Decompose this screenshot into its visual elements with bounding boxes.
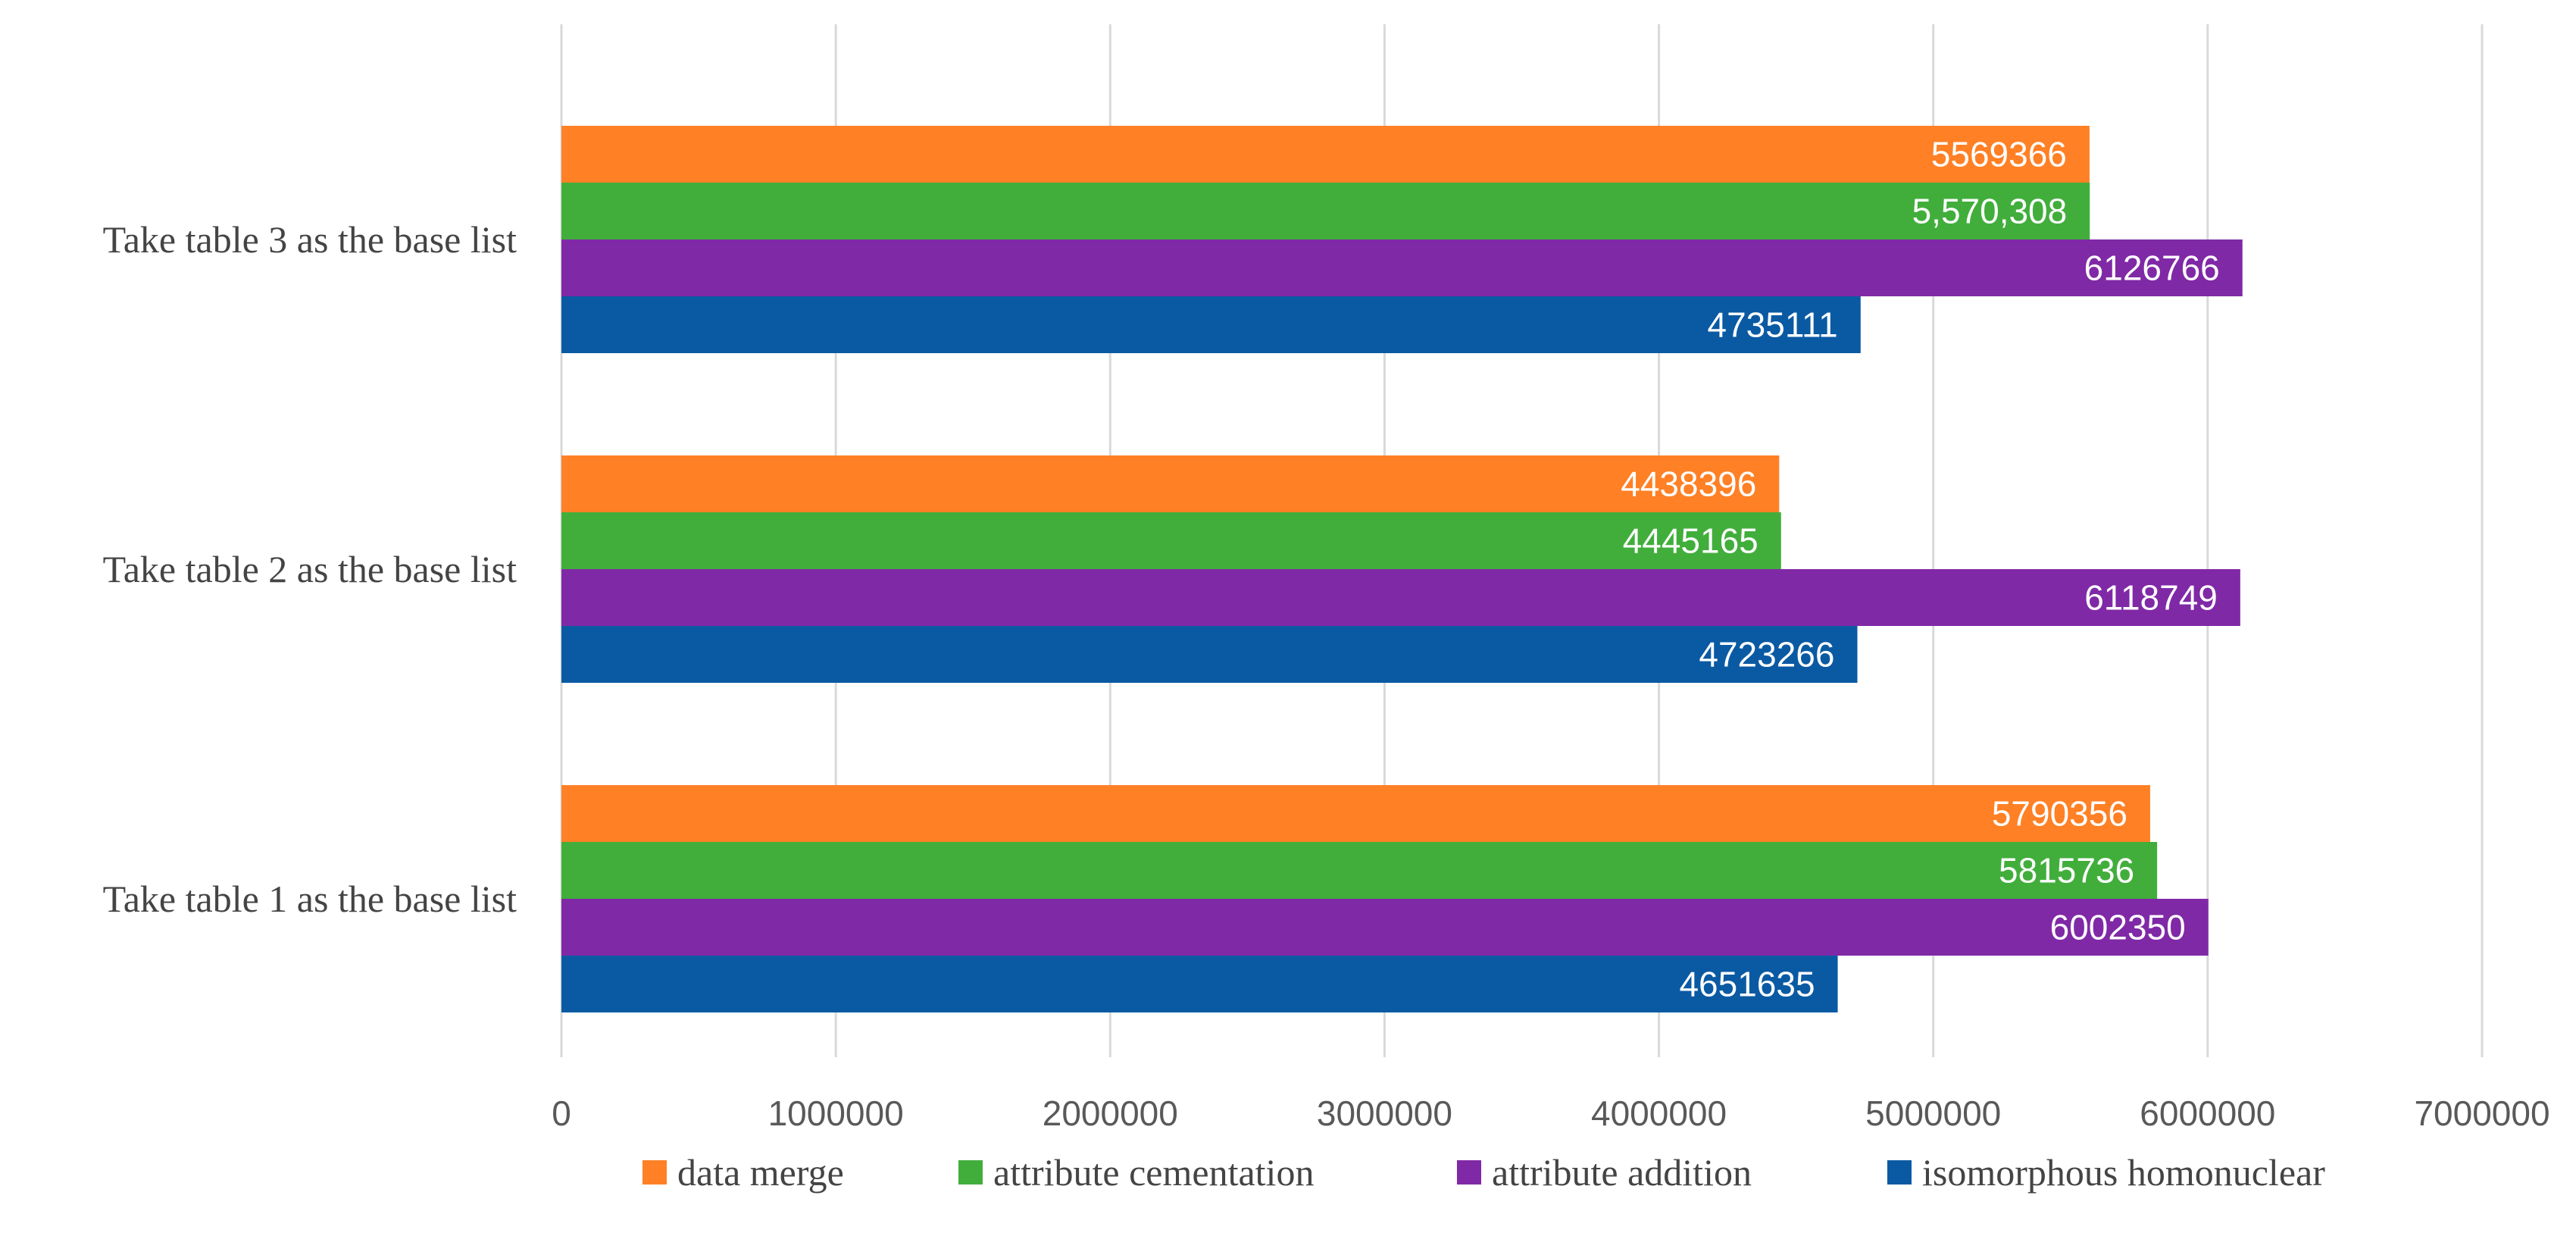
bar <box>561 183 2090 239</box>
bar <box>561 512 1781 569</box>
x-tick-label: 3000000 <box>1317 1094 1452 1133</box>
x-tick-label: 6000000 <box>2140 1094 2275 1133</box>
legend-item: isomorphous homonuclear <box>1887 1151 2325 1194</box>
x-tick-label: 4000000 <box>1591 1094 1727 1133</box>
data-label: 5815736 <box>1999 851 2134 890</box>
x-tick-labels: 0 1000000 2000000 3000000 4000000 5000000 6000… <box>552 1094 2549 1133</box>
bar <box>561 296 1861 353</box>
data-label: 6118749 <box>2084 578 2218 618</box>
category-labels: Take table 1 as the base list Take table … <box>103 218 517 920</box>
bar <box>561 899 2209 956</box>
legend-swatch <box>1887 1160 1912 1184</box>
x-tick-label: 1000000 <box>768 1094 904 1133</box>
bars: 5790356 5815736 6002350 4651635 4438396 44451… <box>561 126 2243 1012</box>
data-label: 4438396 <box>1621 465 1756 504</box>
bar <box>561 956 1838 1012</box>
x-tick-label: 0 <box>552 1094 571 1133</box>
data-label: 6126766 <box>2084 249 2220 288</box>
data-label: 5569366 <box>1931 135 2067 174</box>
legend: data merge attribute cementation attribute… <box>642 1151 2325 1194</box>
legend-swatch <box>642 1160 667 1184</box>
legend-label: attribute addition <box>1492 1151 1752 1194</box>
legend-item: data merge <box>642 1151 844 1194</box>
data-label: 6002350 <box>2050 908 2186 947</box>
x-tick-label: 2000000 <box>1043 1094 1178 1133</box>
bar <box>561 239 2243 296</box>
data-label: 4445165 <box>1623 521 1758 561</box>
x-tick-label: 5000000 <box>1865 1094 2001 1133</box>
legend-item: attribute addition <box>1457 1151 1752 1194</box>
bar <box>561 842 2158 899</box>
bar <box>561 626 1858 683</box>
legend-item: attribute cementation <box>958 1151 1314 1194</box>
data-label: 4723266 <box>1699 635 1834 674</box>
bar <box>561 455 1780 512</box>
x-tick-label: 7000000 <box>2414 1094 2549 1133</box>
bar <box>561 785 2150 842</box>
category-label: Take table 1 as the base list <box>103 878 517 920</box>
category-label: Take table 3 as the base list <box>103 218 517 261</box>
category-label: Take table 2 as the base list <box>103 548 517 590</box>
legend-swatch <box>1457 1160 1481 1184</box>
legend-swatch <box>958 1160 983 1184</box>
bar <box>561 126 2090 183</box>
data-label: 5,570,308 <box>1912 192 2068 231</box>
legend-label: data merge <box>677 1151 844 1194</box>
data-label: 4651635 <box>1679 965 1815 1004</box>
bar <box>561 569 2240 626</box>
data-label: 4735111 <box>1708 305 1838 345</box>
data-label: 5790356 <box>1992 794 2127 834</box>
legend-label: attribute cementation <box>993 1151 1314 1194</box>
legend-label: isomorphous homonuclear <box>1922 1151 2325 1194</box>
